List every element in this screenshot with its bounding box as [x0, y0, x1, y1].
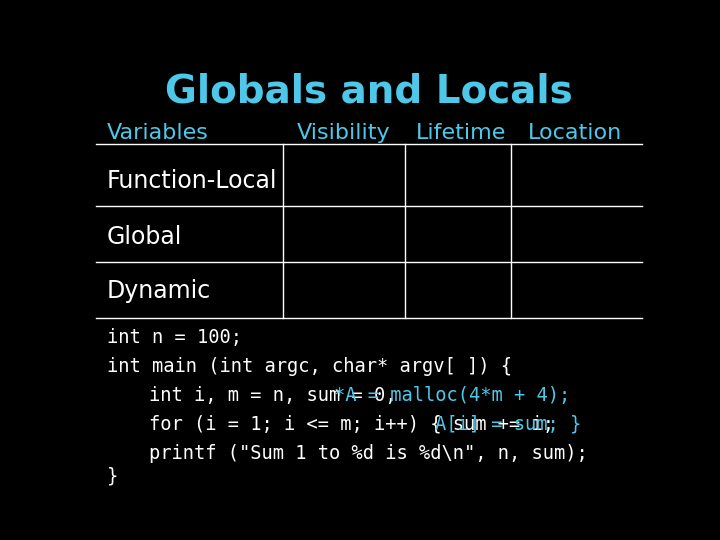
Text: Globals and Locals: Globals and Locals [165, 73, 573, 111]
Text: printf ("Sum 1 to %d is %d\n", n, sum);: printf ("Sum 1 to %d is %d\n", n, sum); [148, 444, 588, 463]
Text: Global: Global [107, 225, 182, 249]
Text: Location: Location [528, 124, 623, 144]
Text: }: } [107, 466, 118, 485]
Text: Variables: Variables [107, 124, 209, 144]
Text: int n = 100;: int n = 100; [107, 328, 242, 347]
Text: A[i] = sum; }: A[i] = sum; } [435, 415, 581, 434]
Text: for (i = 1; i <= m; i++) { sum += i;: for (i = 1; i <= m; i++) { sum += i; [148, 415, 576, 434]
Text: Lifetime: Lifetime [416, 124, 506, 144]
Text: Function-Local: Function-Local [107, 169, 277, 193]
Text: int main (int argc, char* argv[ ]) {: int main (int argc, char* argv[ ]) { [107, 357, 512, 376]
Text: *A = malloc(4*m + 4);: *A = malloc(4*m + 4); [334, 386, 570, 405]
Text: Visibility: Visibility [297, 124, 391, 144]
Text: Dynamic: Dynamic [107, 279, 211, 303]
Text: int i, m = n, sum = 0,: int i, m = n, sum = 0, [148, 386, 418, 405]
